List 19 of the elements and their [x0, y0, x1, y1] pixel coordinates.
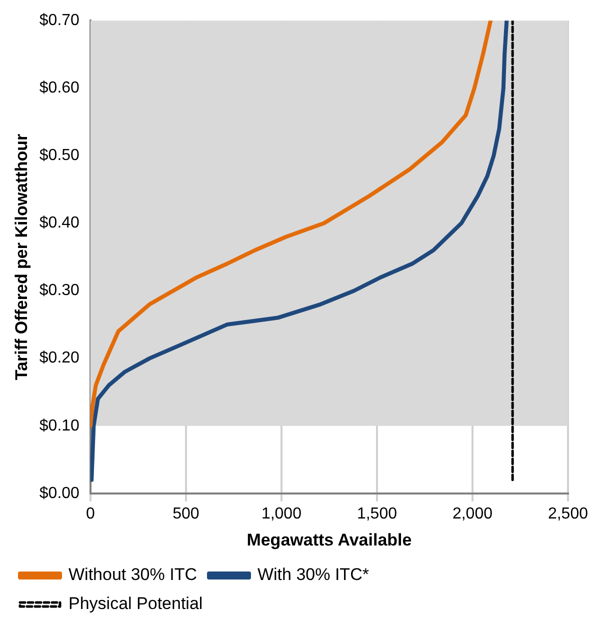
x-tick-label: 1,000 [261, 505, 302, 522]
x-tick-label: 2,000 [452, 505, 493, 522]
y-tick-label: $0.30 [39, 282, 80, 300]
legend-label: Physical Potential [68, 594, 203, 614]
y-tick-label: $0.70 [39, 12, 80, 30]
x-tick-label: 2,500 [548, 505, 588, 522]
y-tick-label: $0.50 [39, 147, 80, 164]
y-tick-label: $0.00 [39, 484, 80, 502]
legend-label: Without 30% ITC [68, 565, 197, 584]
y-tick-label: $0.40 [39, 214, 80, 232]
x-tick-label: 0 [86, 505, 95, 522]
x-tick-label: 500 [172, 505, 200, 522]
y-axis-title: Tariff Offered per Kilowatthour [12, 134, 31, 380]
y-tick-label: $0.20 [39, 350, 80, 367]
y-tick-label: $0.60 [39, 80, 80, 97]
x-axis-title: Megawatts Available [246, 530, 412, 550]
legend-label: With 30% ITC* [257, 565, 370, 584]
x-tick-label: 1,500 [356, 505, 398, 522]
y-tick-label: $0.10 [39, 417, 80, 434]
